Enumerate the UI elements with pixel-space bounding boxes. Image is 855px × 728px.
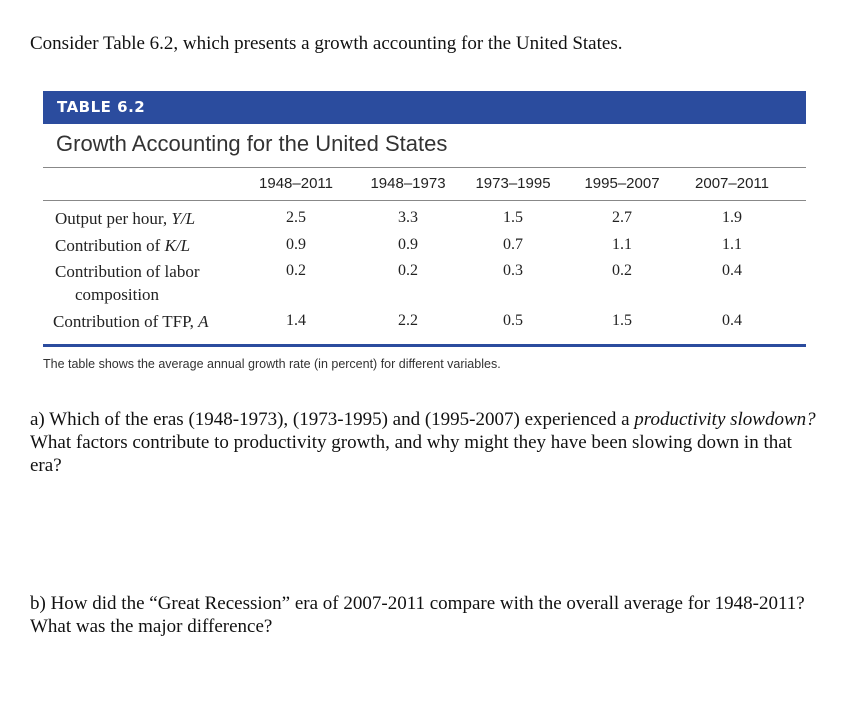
cell: 0.3 <box>503 262 523 279</box>
cell: 1.4 <box>286 312 306 329</box>
question: a) Which of the eras (1948-1973), (1973-… <box>30 408 820 477</box>
cell: 0.2 <box>286 262 306 279</box>
cell: 0.4 <box>722 312 742 329</box>
text: What factors contribute to productivity … <box>30 432 792 476</box>
text: b) How did the “Great Recession” era of … <box>30 593 805 637</box>
italic-text: Y/L <box>171 209 196 228</box>
text: Contribution of <box>55 236 165 255</box>
text: Contribution of labor composition <box>55 262 200 304</box>
cell: 0.9 <box>286 236 306 253</box>
row-label: Output per hour, Y/L <box>55 207 265 230</box>
column-header: 2007–2011 <box>695 175 769 192</box>
cell: 1.5 <box>612 312 632 329</box>
text: Contribution of TFP, <box>53 312 199 331</box>
cell: 2.7 <box>612 209 632 226</box>
rule <box>43 200 806 201</box>
italic-text: productivity slowdown? <box>634 409 816 430</box>
cell: 0.4 <box>722 262 742 279</box>
cell: 1.9 <box>722 209 742 226</box>
intro: Consider Table 6.2, which presents a gro… <box>30 33 623 54</box>
column-header: 1973–1995 <box>475 175 551 192</box>
cell: 2.5 <box>286 209 306 226</box>
rule <box>43 167 806 168</box>
italic-text: A <box>198 312 209 331</box>
italic-text: K/L <box>164 236 191 255</box>
cell: 0.9 <box>398 236 418 253</box>
text: a) Which of the eras (1948-1973), (1973-… <box>30 409 635 430</box>
column-header: 1948–1973 <box>370 175 446 192</box>
cell: 3.3 <box>398 209 418 226</box>
cell: 1.1 <box>612 236 632 253</box>
cell: 0.5 <box>503 312 523 329</box>
table-label: TABLE 6.2 <box>57 98 146 116</box>
question: b) How did the “Great Recession” era of … <box>30 592 820 638</box>
rule <box>43 344 806 347</box>
table-title: Growth Accounting for the United States <box>56 131 448 156</box>
column-header: 1995–2007 <box>584 175 660 192</box>
column-header: 1948–2011 <box>259 175 333 192</box>
cell: 1.1 <box>722 236 742 253</box>
cell: 0.2 <box>612 262 632 279</box>
text: Output per hour, <box>55 209 172 228</box>
cell: 1.5 <box>503 209 523 226</box>
row-label: Contribution of labor composition <box>55 260 265 306</box>
cell: 2.2 <box>398 312 418 329</box>
cell: 0.2 <box>398 262 418 279</box>
cell: 0.7 <box>503 236 523 253</box>
row-label: Contribution of K/L <box>55 234 265 257</box>
table-note: The table shows the average annual growt… <box>43 357 501 371</box>
row-label: Contribution of TFP, A <box>53 310 263 333</box>
table-header-bar: TABLE 6.2 <box>43 91 806 124</box>
